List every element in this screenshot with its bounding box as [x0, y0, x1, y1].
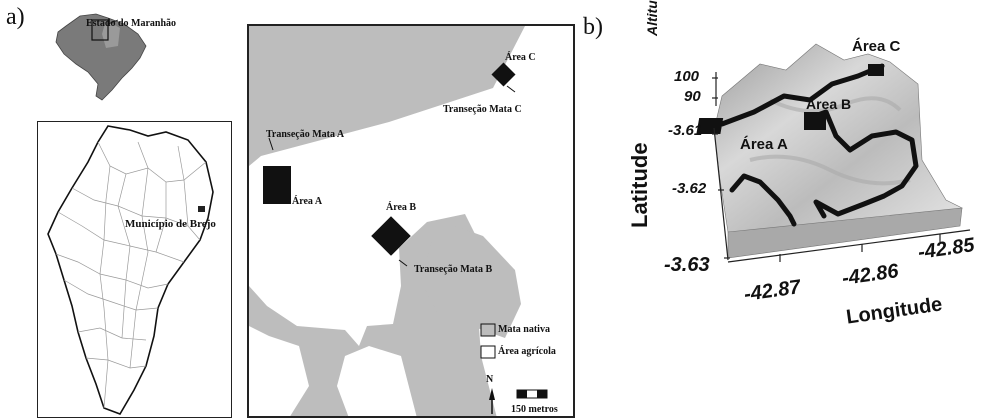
transect-a-label: Transeção Mata A: [266, 129, 345, 140]
transect-line-north: [719, 63, 885, 127]
transect-c-line: [506, 85, 516, 93]
area-c-3d: [868, 64, 884, 76]
area-b-label: Área B: [386, 202, 417, 213]
transect-c-label: Transeção Mata C: [443, 104, 522, 115]
latitude-tick-363: -3.63: [664, 254, 710, 276]
maranhao-state-outline: [47, 125, 214, 415]
area-a-label: Área A: [292, 196, 323, 207]
legend-agricultural-label: Área agrícola: [498, 346, 556, 357]
area-a-marker: [263, 166, 291, 204]
brazil-outline: [55, 13, 147, 101]
study-area-map: [247, 24, 575, 418]
area-c-label: Área C: [505, 52, 536, 63]
terrain-3d-plot: [600, 0, 994, 418]
brejo-label: Município de Brejo: [125, 218, 216, 230]
brazil-inset-map: [48, 6, 158, 106]
area-a-3d: [696, 118, 724, 134]
altitude-tick-100: 100: [674, 68, 700, 85]
terrain-base: [727, 207, 963, 259]
brejo-marker: [198, 206, 205, 212]
area-c-marker: [491, 62, 516, 87]
transect-b-label: Transeção Mata B: [414, 264, 493, 275]
legend-agricultural-swatch: [480, 345, 496, 359]
area-a-3d-label: Área A: [740, 136, 788, 153]
latitude-axis: [713, 127, 729, 261]
maranhao-highlight-box: [91, 19, 109, 41]
legend-native-swatch: [480, 323, 496, 337]
panel-a-label: a): [6, 4, 25, 30]
altitude-tick-90: 90: [684, 88, 701, 105]
latitude-tick-361: -3.61: [668, 122, 703, 139]
area-c-3d-label: Área C: [852, 38, 901, 55]
scale-label: 150 metros: [511, 404, 558, 415]
latitude-tick-362: -3.62: [672, 180, 707, 197]
area-b-3d: [804, 112, 826, 130]
altitude-axis-label-text: Altitude (m): [644, 0, 660, 36]
north-label: N: [486, 374, 494, 385]
transect-line-mid: [807, 109, 919, 219]
transect-b-line: [398, 259, 408, 267]
maranhao-map: [37, 121, 232, 418]
latitude-axis-label: Latitude: [627, 142, 653, 228]
north-arrow: [489, 388, 495, 400]
transect-line-south: [729, 173, 797, 227]
panel-b-label: b): [583, 14, 603, 40]
area-b-3d-label: Área B: [806, 96, 852, 112]
latitude-axis-label-text: Latitude: [627, 142, 652, 228]
longitude-axis: [727, 229, 971, 263]
estado-label: Estado do Maranhão: [86, 18, 177, 29]
legend-native-label: Mata nativa: [498, 324, 550, 335]
altitude-axis-label: Altitude (m): [644, 0, 660, 36]
transect-a-line: [268, 137, 274, 151]
